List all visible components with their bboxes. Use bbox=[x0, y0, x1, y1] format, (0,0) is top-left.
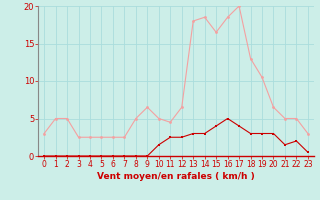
X-axis label: Vent moyen/en rafales ( km/h ): Vent moyen/en rafales ( km/h ) bbox=[97, 172, 255, 181]
